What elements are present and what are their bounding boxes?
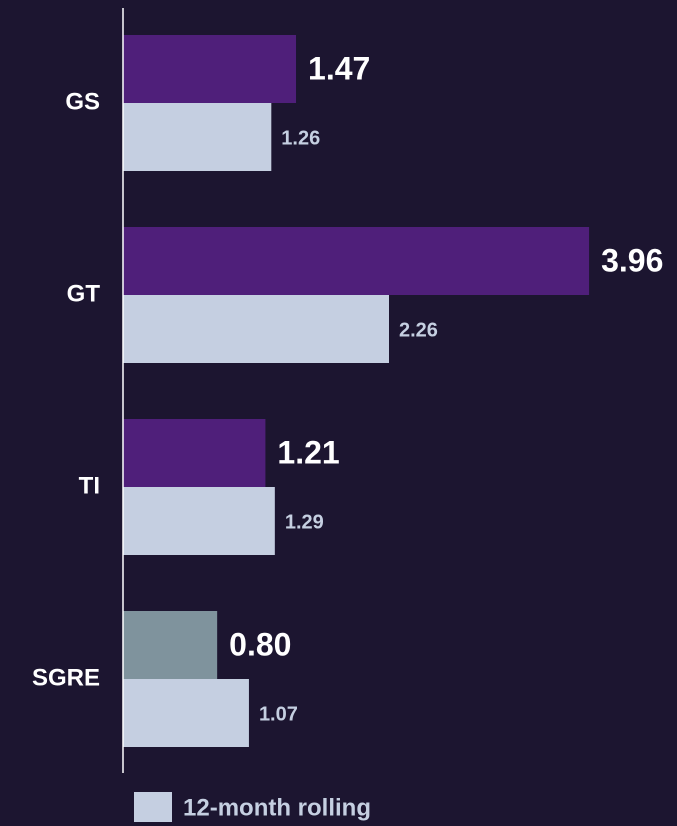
bar — [123, 103, 272, 171]
category-label: GT — [67, 280, 101, 307]
bar — [123, 487, 275, 555]
legend-label: 12-month rolling — [183, 794, 371, 821]
value-label: 1.47 — [308, 50, 370, 86]
bar — [123, 295, 390, 363]
category-label: TI — [79, 472, 100, 499]
bar — [123, 679, 249, 747]
category-label: GS — [65, 88, 100, 115]
category-label: SGRE — [32, 664, 100, 691]
value-label: 3.96 — [601, 242, 663, 278]
bar — [123, 227, 590, 295]
bar — [123, 611, 218, 679]
value-label: 1.07 — [259, 703, 298, 725]
value-label: 0.80 — [229, 626, 291, 662]
value-label: 1.26 — [281, 127, 320, 149]
value-label: 1.21 — [277, 434, 339, 470]
bar — [123, 35, 297, 103]
value-label: 1.29 — [285, 511, 324, 533]
value-label: 2.26 — [399, 319, 438, 341]
bar — [123, 419, 266, 487]
legend-swatch — [134, 792, 172, 822]
